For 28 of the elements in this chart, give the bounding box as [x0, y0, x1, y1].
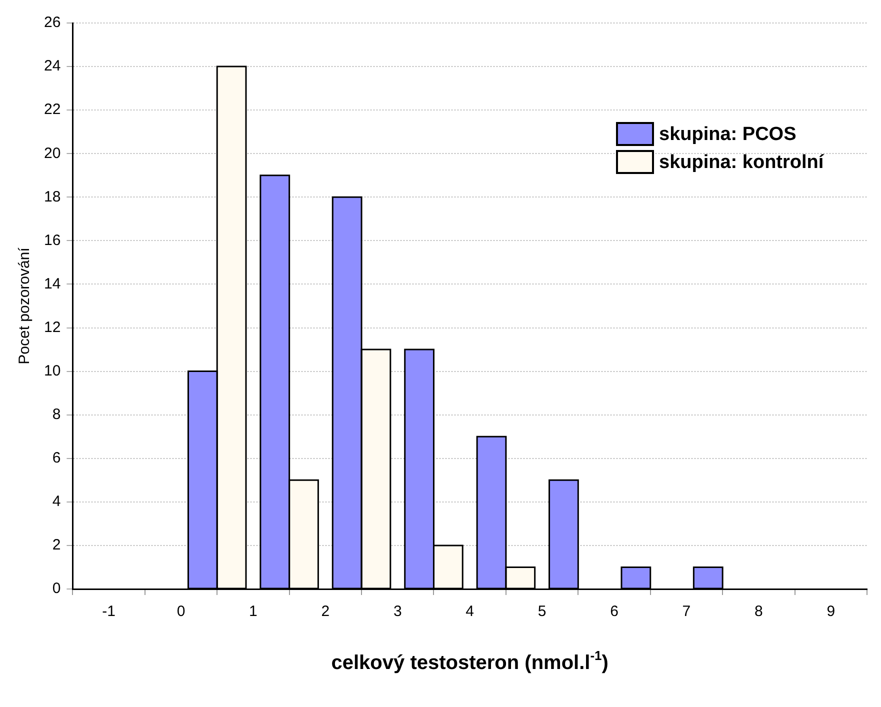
- x-tick-label: 2: [321, 603, 330, 620]
- y-tick-label: 22: [44, 101, 61, 118]
- y-tick-label: 4: [52, 493, 61, 510]
- y-tick-label: 6: [52, 450, 61, 467]
- y-tick-label: 8: [52, 406, 61, 423]
- x-tick-label: 0: [176, 603, 186, 620]
- x-tick-label: 7: [682, 603, 691, 620]
- x-tick-label: 4: [466, 603, 474, 620]
- x-tick-label: 6: [610, 603, 618, 620]
- x-tick-label: 5: [538, 603, 546, 620]
- x-tick-label: 3: [393, 603, 402, 620]
- y-tick-label: 18: [44, 188, 61, 206]
- y-axis-title: Pocet pozorování: [16, 246, 34, 364]
- y-tick-label: 14: [44, 275, 61, 292]
- y-tick-label: 2: [52, 536, 61, 554]
- x-tick-label: 1: [249, 603, 258, 620]
- y-tick-label: 0: [52, 580, 61, 598]
- y-tick-label: 26: [44, 14, 61, 32]
- x-tick-label: 8: [754, 603, 763, 620]
- legend-label: skupina: kontrolní: [659, 152, 824, 174]
- y-tick-label: 10: [44, 362, 61, 380]
- y-tick-label: 12: [44, 318, 61, 336]
- x-tick-label: 9: [826, 603, 836, 620]
- legend-label: skupina: PCOS: [659, 124, 796, 146]
- y-tick-label: 20: [44, 144, 61, 162]
- x-tick-label: -1: [102, 603, 116, 620]
- y-tick-label: 24: [44, 58, 61, 75]
- y-tick-label: 16: [44, 232, 61, 249]
